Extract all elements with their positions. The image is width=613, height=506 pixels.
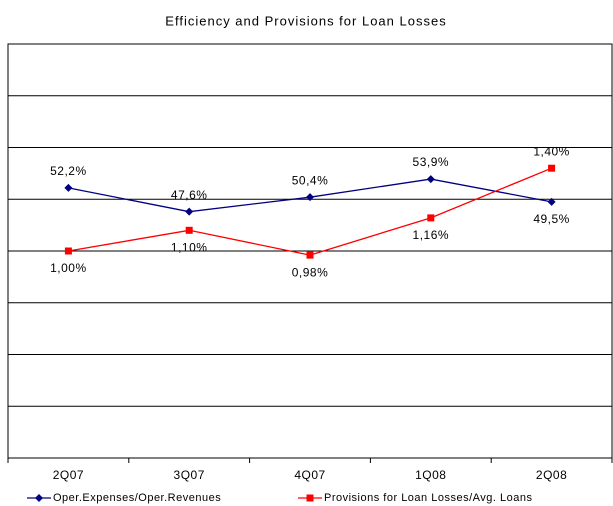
x-tick-label: 3Q07	[174, 468, 205, 482]
legend-label: Oper.Expenses/Oper.Revenues	[53, 492, 221, 504]
legend-label: Provisions for Loan Losses/Avg. Loans	[324, 492, 532, 504]
marker	[185, 207, 194, 216]
data-label: 1,40%	[533, 144, 570, 158]
data-label: 52,2%	[50, 164, 87, 178]
data-label: 0,98%	[292, 265, 329, 279]
plot	[64, 164, 556, 259]
data-label: 1,16%	[413, 228, 450, 242]
chart-title: Efficiency and Provisions for Loan Losse…	[165, 13, 446, 28]
legend-marker	[306, 494, 314, 502]
data-label: 47,6%	[171, 188, 208, 202]
marker	[306, 193, 314, 202]
x-tick-label: 2Q08	[536, 468, 567, 482]
x-tick-label: 2Q07	[53, 468, 84, 482]
marker	[427, 214, 435, 222]
legend: Oper.Expenses/Oper.Revenues Provisions fo…	[27, 492, 532, 504]
marker	[64, 183, 73, 192]
marker	[64, 247, 72, 255]
legend-marker	[35, 494, 43, 502]
data-label: 53,9%	[413, 155, 450, 169]
x-tick-label: 4Q07	[294, 468, 325, 482]
data-label: 1,00%	[50, 261, 87, 275]
marker	[306, 251, 314, 259]
marker	[548, 164, 556, 172]
marker	[185, 226, 193, 234]
data-label: 50,4%	[292, 173, 329, 187]
grid	[7, 43, 613, 463]
marker	[426, 175, 435, 184]
marker	[547, 197, 556, 206]
data-label: 49,5%	[533, 212, 570, 226]
x-tick-label: 1Q08	[415, 468, 446, 482]
data-label: 1,10%	[171, 240, 208, 254]
